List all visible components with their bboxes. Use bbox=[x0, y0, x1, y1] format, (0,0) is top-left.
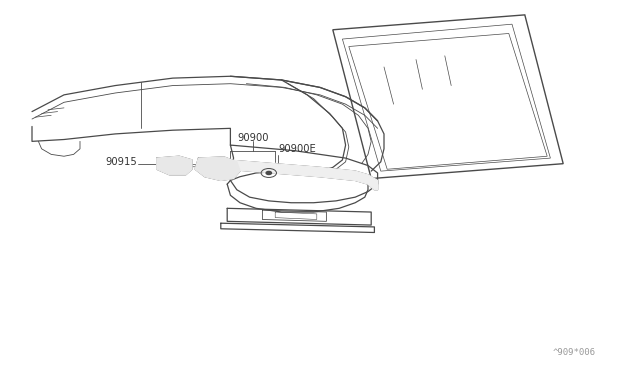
Text: ^909*006: ^909*006 bbox=[552, 348, 595, 357]
Polygon shape bbox=[157, 156, 192, 175]
Text: 90900E: 90900E bbox=[278, 144, 316, 154]
Text: 90915: 90915 bbox=[106, 157, 138, 167]
Polygon shape bbox=[227, 160, 378, 190]
Polygon shape bbox=[195, 157, 240, 180]
Text: 90900: 90900 bbox=[237, 133, 269, 143]
Circle shape bbox=[266, 171, 271, 174]
